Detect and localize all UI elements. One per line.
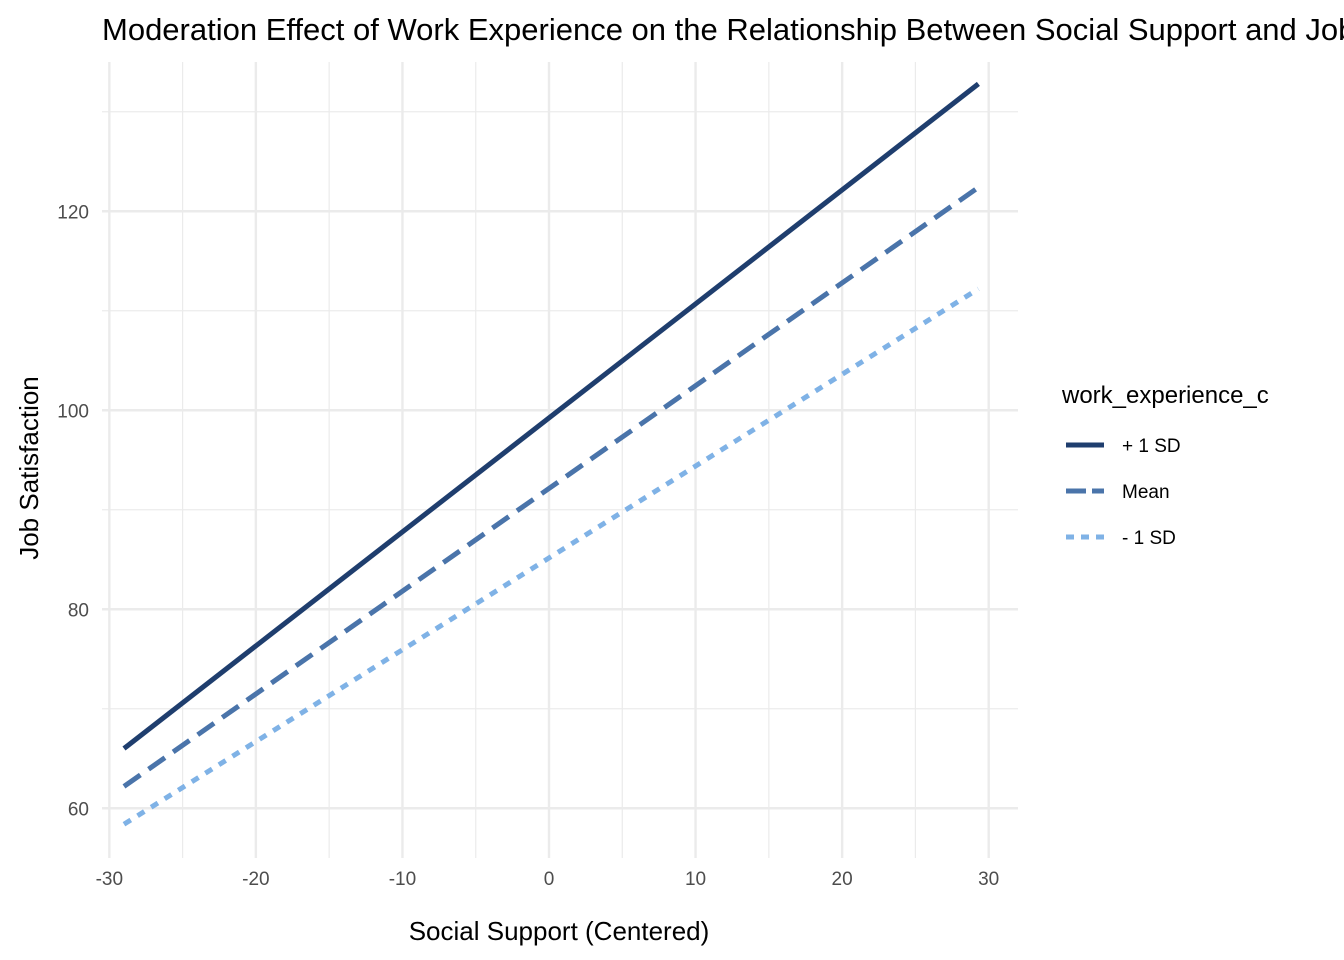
y-axis-ticks: 60 80 100 120 [57,202,89,820]
legend-label: + 1 SD [1122,436,1181,457]
x-tick-label: 10 [685,869,706,890]
legend-label: - 1 SD [1122,528,1176,549]
y-tick-label: 80 [68,600,89,621]
legend-label: Mean [1122,482,1170,503]
series-line [122,185,980,789]
x-tick-label: 30 [978,869,999,890]
plot-lines [122,81,980,827]
legend-title: work_experience_c [1061,382,1269,409]
legend-items: + 1 SD Mean - 1 SD [1066,436,1181,549]
x-axis-title: Social Support (Centered) [409,916,710,946]
y-axis-title: Job Satisfaction [14,376,44,560]
series-line [122,286,980,827]
x-tick-label: 20 [832,869,853,890]
x-tick-label: -10 [389,869,416,890]
grid [102,62,1018,858]
chart-title: Moderation Effect of Work Experience on … [102,12,1344,47]
y-tick-label: 100 [57,401,89,422]
x-tick-label: 0 [544,869,555,890]
x-tick-label: -20 [242,869,269,890]
y-tick-label: 60 [68,799,89,820]
x-axis-ticks: -30 -20 -10 0 10 20 30 [96,869,1000,890]
legend: work_experience_c + 1 SD Mean - 1 SD [1061,382,1269,549]
x-tick-label: -30 [96,869,123,890]
y-tick-label: 120 [57,202,89,223]
series-line [122,81,980,751]
